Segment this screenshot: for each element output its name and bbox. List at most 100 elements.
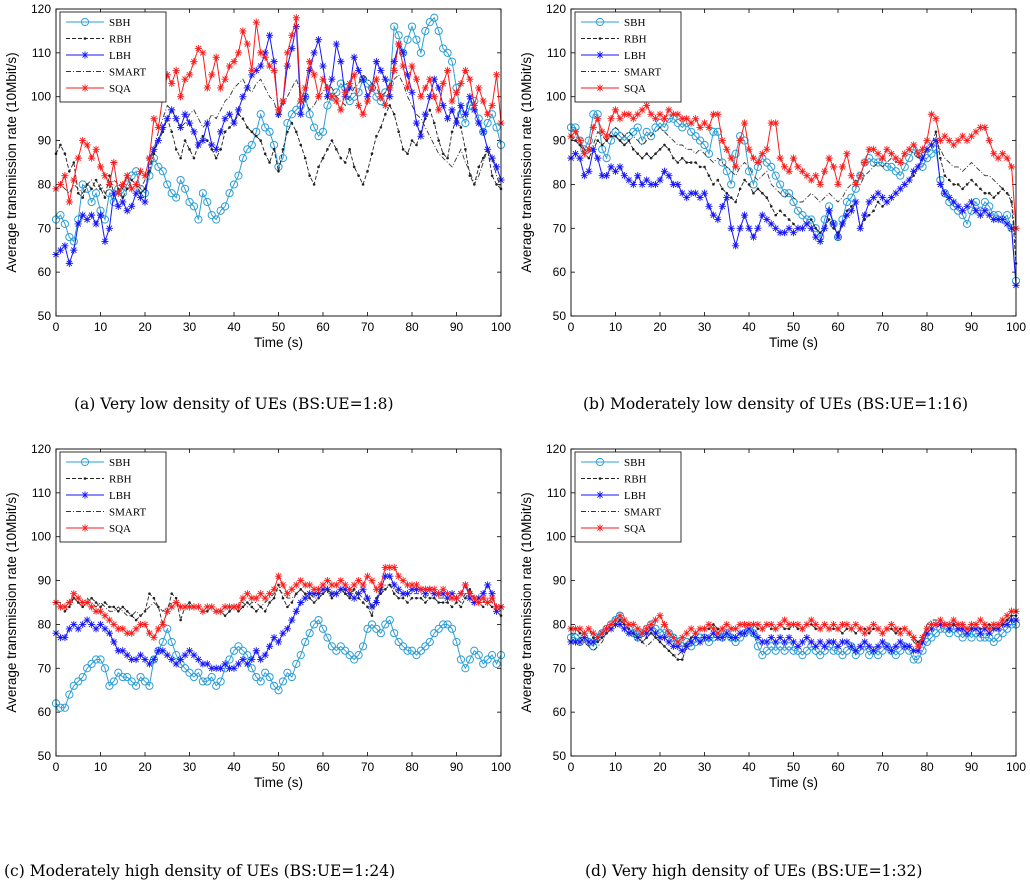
data-point	[647, 132, 656, 141]
data-point	[874, 150, 882, 158]
data-point	[381, 101, 389, 110]
data-point	[807, 638, 815, 646]
legend-marker-sbh	[595, 457, 605, 467]
data-point	[417, 93, 425, 101]
data-point	[669, 110, 677, 118]
data-point	[829, 638, 838, 646]
data-point	[945, 136, 953, 145]
data-point	[931, 629, 940, 638]
data-point	[918, 154, 927, 162]
y-axis-label: Average transmission rate (10Mbit/s)	[4, 492, 19, 712]
data-point	[350, 581, 358, 589]
data-point	[918, 638, 927, 646]
data-point	[665, 106, 673, 114]
data-point	[632, 148, 635, 151]
data-point	[709, 629, 717, 637]
data-point	[257, 590, 265, 598]
data-point	[410, 596, 414, 600]
data-point	[403, 84, 412, 92]
data-point	[972, 128, 980, 136]
data-point	[772, 638, 780, 646]
data-point	[119, 180, 127, 189]
data-point	[444, 66, 452, 74]
x-tick-label: 30	[183, 760, 197, 774]
legend-marker-lbh	[81, 491, 89, 499]
data-point	[221, 115, 229, 123]
data-point	[395, 572, 403, 580]
data-point	[910, 141, 918, 149]
data-point	[109, 677, 118, 686]
data-point	[901, 150, 909, 158]
data-point	[972, 207, 980, 215]
data-point	[314, 590, 323, 598]
data-point	[772, 224, 780, 232]
data-point	[580, 633, 588, 642]
data-point	[732, 625, 740, 633]
data-point	[727, 633, 735, 642]
data-point	[212, 664, 220, 672]
data-point	[377, 581, 385, 589]
data-point	[882, 162, 892, 171]
data-point	[477, 165, 481, 169]
data-point	[959, 132, 967, 140]
data-point	[905, 176, 913, 184]
data-point	[368, 576, 376, 585]
series-line	[570, 126, 1017, 246]
data-point	[91, 655, 101, 664]
data-point	[484, 581, 492, 589]
data-point	[243, 660, 251, 668]
data-point	[283, 49, 291, 57]
data-point	[585, 145, 593, 153]
data-point	[314, 36, 323, 44]
data-point	[277, 169, 280, 173]
data-point	[221, 75, 229, 83]
caption-c: (c) Moderately high density of UEs (BS:U…	[4, 862, 396, 880]
data-point	[771, 646, 780, 655]
x-tick-label: 60	[831, 760, 845, 774]
data-point	[190, 603, 198, 611]
x-tick-label: 70	[361, 760, 375, 774]
legend-box	[59, 451, 167, 543]
data-point	[994, 633, 1003, 642]
data-point	[732, 242, 740, 250]
data-point	[718, 625, 726, 633]
x-axis-label: Time (s)	[769, 775, 818, 790]
data-point	[865, 154, 874, 163]
data-point	[678, 647, 686, 655]
data-point	[79, 620, 87, 629]
data-point	[638, 180, 646, 189]
data-point	[350, 594, 358, 602]
data-point	[834, 233, 842, 241]
data-point	[660, 115, 669, 123]
legend-label-sbh: SBH	[624, 17, 645, 29]
data-point	[321, 156, 325, 160]
data-point	[754, 633, 762, 642]
data-point	[263, 609, 267, 613]
data-point	[578, 631, 582, 635]
data-point	[714, 633, 722, 642]
data-point	[905, 154, 914, 163]
data-point	[381, 620, 390, 629]
data-point	[958, 633, 967, 642]
data-point	[576, 136, 584, 145]
data-point	[230, 603, 238, 611]
data-point	[674, 642, 682, 650]
data-point	[228, 126, 231, 129]
data-point	[336, 642, 345, 651]
data-point	[101, 237, 109, 246]
data-point	[341, 88, 349, 96]
data-point	[208, 664, 216, 672]
data-point	[339, 156, 343, 160]
data-point	[776, 229, 784, 237]
data-point	[252, 66, 260, 74]
data-point	[239, 27, 247, 35]
data-point	[399, 62, 407, 70]
data-point	[914, 647, 922, 655]
legend-label-sqa: SQA	[109, 523, 131, 535]
data-point	[629, 180, 637, 189]
data-point	[141, 198, 149, 206]
data-point	[1003, 211, 1012, 220]
data-point	[896, 638, 904, 646]
data-point	[752, 191, 755, 195]
data-point	[70, 176, 78, 184]
